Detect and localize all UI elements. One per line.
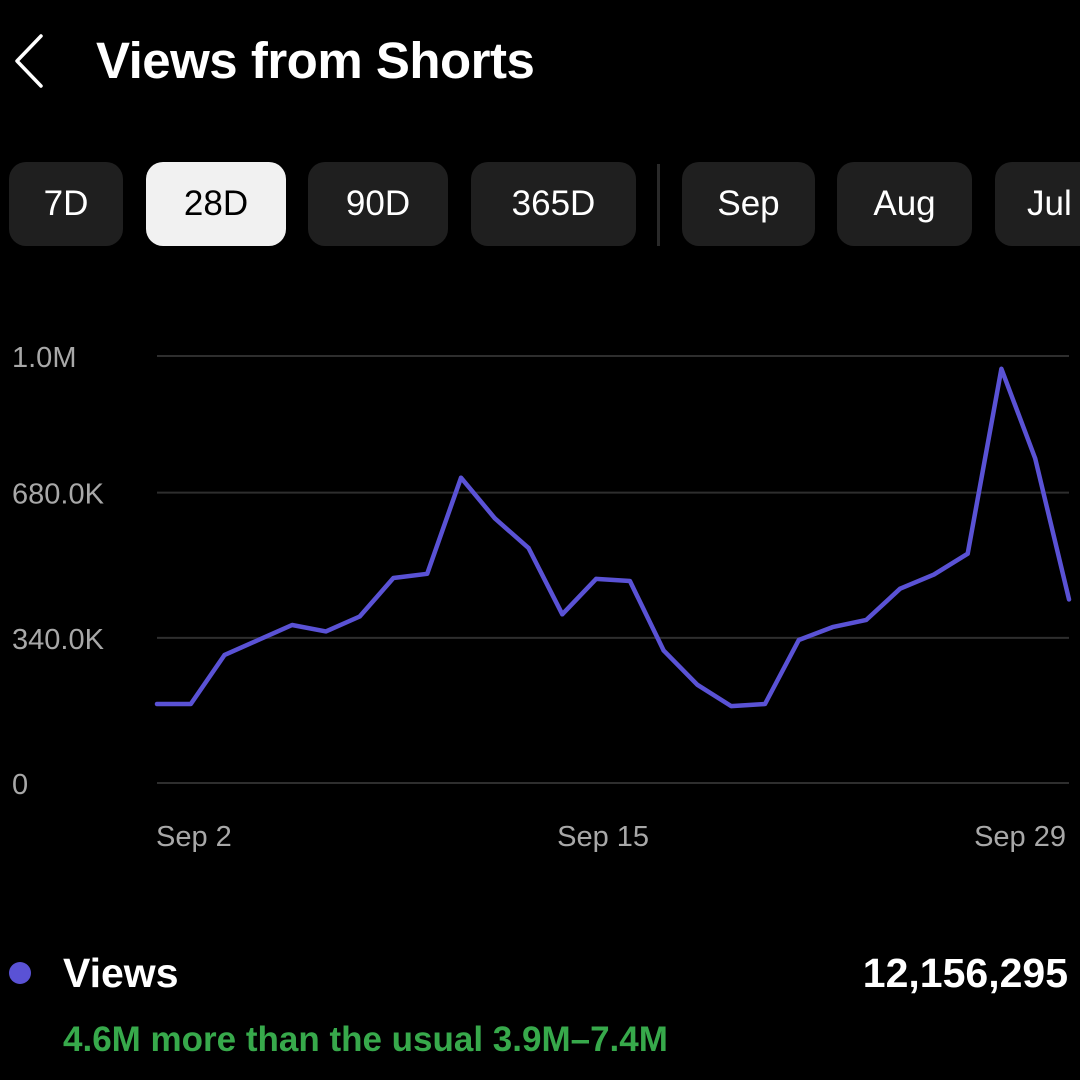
series-line-views <box>154 366 1072 709</box>
chip-divider <box>657 164 660 246</box>
chip-7d[interactable]: 7D <box>9 162 123 246</box>
data-point <box>256 637 261 642</box>
data-point <box>627 579 632 584</box>
data-point <box>222 652 227 657</box>
data-point <box>695 682 700 687</box>
data-point <box>391 576 396 581</box>
data-point <box>425 571 430 576</box>
data-point <box>965 551 970 556</box>
chip-label: 7D <box>43 184 89 223</box>
y-tick-label: 340.0K <box>12 624 105 656</box>
legend-label: Views <box>63 950 179 996</box>
data-point <box>729 704 734 709</box>
y-tick-label: 1.0M <box>12 342 76 374</box>
chip-28d[interactable]: 28D <box>146 162 286 246</box>
back-button[interactable] <box>8 26 56 96</box>
chip-label: 28D <box>183 184 249 223</box>
data-point <box>323 629 328 634</box>
data-point <box>931 572 936 577</box>
chip-sep[interactable]: Sep <box>682 162 815 246</box>
legend-dot-views <box>9 962 31 984</box>
data-point <box>796 637 801 642</box>
header: Views from Shorts <box>0 0 1080 125</box>
views-line-chart[interactable]: 1.0M 680.0K 340.0K 0 Sep 2 Sep 15 Sep 29 <box>0 330 1080 870</box>
chip-jul[interactable]: Jul <box>995 162 1080 246</box>
data-point <box>898 586 903 591</box>
data-point <box>1067 597 1071 602</box>
chip-90d[interactable]: 90D <box>308 162 448 246</box>
y-tick-label: 680.0K <box>12 479 105 511</box>
chip-label: 365D <box>511 184 596 223</box>
data-point <box>999 366 1004 371</box>
data-point <box>864 617 869 622</box>
total-views-value: 12,156,295 <box>862 950 1068 996</box>
data-point <box>357 614 362 619</box>
x-tick-label: Sep 15 <box>557 821 649 853</box>
comparison-text: 4.6M more than the usual 3.9M–7.4M <box>63 1020 668 1059</box>
data-point <box>459 475 463 480</box>
data-point <box>526 546 531 551</box>
chip-label: Aug <box>873 184 936 223</box>
date-range-chips: 7D 28D 90D 365D Sep Aug Jul <box>0 162 1080 248</box>
data-point <box>763 702 767 707</box>
data-point <box>830 625 835 630</box>
data-point <box>188 702 193 707</box>
data-point <box>290 623 295 628</box>
chip-aug[interactable]: Aug <box>837 162 972 246</box>
chip-365d[interactable]: 365D <box>471 162 636 246</box>
chip-label: 90D <box>345 184 411 223</box>
data-point <box>661 648 666 653</box>
data-point <box>594 576 599 581</box>
x-tick-label: Sep 29 <box>974 821 1066 853</box>
x-tick-label: Sep 2 <box>156 821 232 853</box>
page-title: Views from Shorts <box>96 32 535 89</box>
data-point <box>1033 456 1038 461</box>
data-point <box>155 702 159 707</box>
data-point <box>492 516 497 521</box>
chevron-left-icon <box>15 34 43 88</box>
y-tick-label: 0 <box>12 769 28 801</box>
data-point <box>560 612 565 617</box>
chip-label: Jul <box>1027 184 1072 223</box>
chip-label: Sep <box>717 184 780 223</box>
